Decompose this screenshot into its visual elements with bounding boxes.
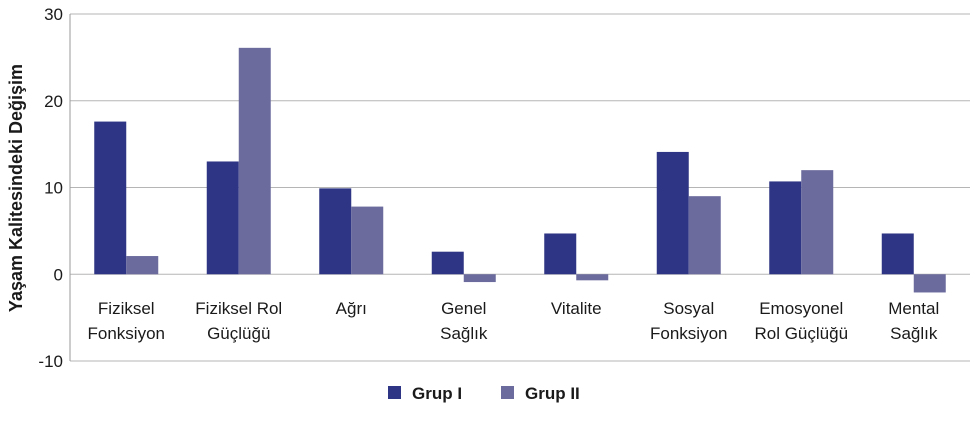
bar-grup-ii: [576, 274, 609, 281]
category-label: Genel Sağlık: [440, 299, 488, 343]
bar-grup-ii: [351, 206, 384, 275]
bar-grup-i: [431, 251, 464, 275]
y-tick-label: 0: [54, 265, 63, 284]
category-label: Vitalite: [551, 299, 602, 318]
bars: [94, 47, 946, 293]
category-label: Fiziksel Rol Güçlüğü: [195, 299, 282, 343]
y-tick-label: 10: [44, 179, 63, 198]
bar-grup-i: [881, 233, 914, 275]
category-label: Ağrı: [336, 299, 367, 318]
bar-grup-i: [94, 121, 127, 275]
bar-grup-ii: [126, 256, 159, 275]
bar-grup-i: [544, 233, 577, 275]
legend-swatch: [388, 386, 401, 399]
legend-swatch: [501, 386, 514, 399]
bar-grup-ii: [688, 196, 721, 275]
category-label: Mental Sağlık: [888, 299, 939, 343]
bar-grup-i: [656, 151, 689, 275]
category-label: Sosyal Fonksiyon: [650, 299, 727, 343]
category-label: Emosyonel Rol Güçlüğü: [754, 299, 848, 343]
category-labels: Fiziksel Fonksiyon Fiziksel Rol Güçlüğü Ağrı…: [88, 299, 940, 343]
legend-label: Grup II: [525, 384, 580, 403]
y-tick-labels: -10 0 10 20 30: [38, 5, 63, 371]
y-axis-title: Yaşam Kalitesindeki Değişim: [6, 64, 26, 312]
y-tick-label: 30: [44, 5, 63, 24]
bar-grup-ii: [238, 47, 271, 275]
bar-grup-i: [769, 181, 802, 275]
y-tick-label: -10: [38, 352, 63, 371]
bar-grup-ii: [801, 170, 834, 275]
bar-grup-i: [206, 161, 239, 275]
legend: Grup I Grup II: [388, 384, 580, 403]
category-label: Fiziksel Fonksiyon: [88, 299, 165, 343]
bar-grup-ii: [913, 274, 946, 293]
bar-grup-i: [319, 188, 352, 275]
bar-grup-ii: [463, 274, 496, 283]
y-tick-label: 20: [44, 92, 63, 111]
legend-label: Grup I: [412, 384, 462, 403]
